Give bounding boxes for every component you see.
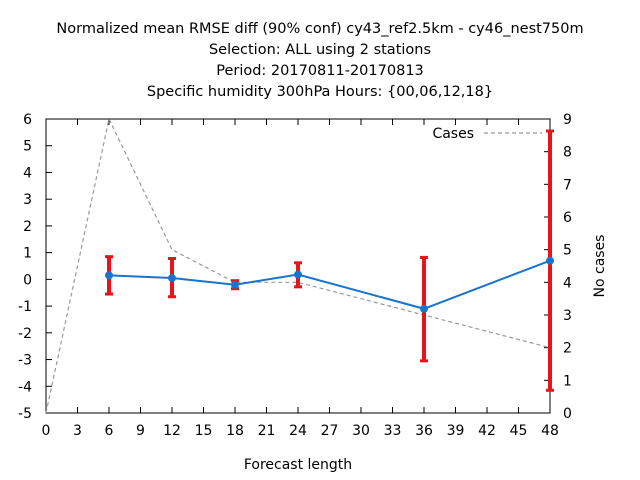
y-tick-label: -4 — [18, 379, 32, 395]
mean-series-point — [105, 271, 113, 280]
y-tick-label: -5 — [18, 406, 32, 422]
x-tick-label: 42 — [478, 423, 496, 439]
mean-series-point — [420, 304, 428, 313]
y2-tick-label: 1 — [563, 373, 572, 389]
y2-tick-label: 0 — [563, 406, 572, 422]
y-tick-label: -1 — [18, 299, 32, 315]
x-tick-label: 48 — [541, 423, 559, 439]
y2-tick-label: 5 — [563, 243, 572, 259]
x-tick-label: 18 — [226, 423, 244, 439]
y-tick-label: 4 — [23, 165, 32, 181]
y-tick-label: 1 — [23, 246, 32, 262]
chart-title-line-3: Period: 20170811-20170813 — [216, 63, 424, 79]
x-tick-label: 0 — [42, 423, 51, 439]
y2-tick-label: 9 — [563, 112, 572, 128]
x-tick-label: 39 — [447, 423, 465, 439]
chart-title-line-2: Selection: ALL using 2 stations — [208, 42, 432, 58]
chart-title-line-1: Normalized mean RMSE diff (90% conf) cy4… — [56, 21, 584, 37]
y2-tick-label: 6 — [563, 210, 572, 226]
mean-series-point — [294, 270, 302, 279]
x-tick-label: 9 — [136, 423, 145, 439]
mean-series-point — [546, 256, 554, 265]
mean-series-point — [168, 274, 176, 283]
x-axis-label: Forecast length — [244, 457, 352, 473]
y2-tick-label: 8 — [563, 145, 572, 161]
y-tick-label: -3 — [18, 353, 32, 369]
y-tick-label: 3 — [23, 192, 32, 208]
x-tick-label: 12 — [163, 423, 181, 439]
legend-label-cases: Cases — [432, 126, 474, 142]
x-tick-label: 6 — [105, 423, 114, 439]
y2-tick-label: 3 — [563, 308, 572, 324]
x-tick-label: 3 — [73, 423, 82, 439]
x-tick-label: 33 — [384, 423, 402, 439]
x-tick-label: 45 — [510, 423, 528, 439]
x-tick-label: 15 — [195, 423, 213, 439]
y2-tick-label: 4 — [563, 275, 572, 291]
mean-series-line — [108, 259, 551, 310]
chart-title-line-4: Specific humidity 300hPa Hours: {00,06,1… — [146, 84, 494, 100]
y-tick-label: 6 — [23, 112, 32, 128]
y-tick-label: -2 — [18, 326, 32, 342]
y-tick-label: 5 — [23, 139, 32, 155]
y-tick-label: 2 — [23, 219, 32, 235]
y-tick-label: 0 — [23, 272, 32, 288]
x-tick-label: 36 — [415, 423, 433, 439]
x-tick-label: 21 — [258, 423, 276, 439]
x-tick-label: 27 — [321, 423, 339, 439]
x-tick-label: 30 — [352, 423, 370, 439]
y2-tick-label: 2 — [563, 341, 572, 357]
y2-tick-label: 7 — [563, 177, 572, 193]
mean-series-point — [231, 280, 239, 289]
y2-axis-label: No cases — [592, 235, 608, 298]
x-tick-label: 24 — [289, 423, 307, 439]
